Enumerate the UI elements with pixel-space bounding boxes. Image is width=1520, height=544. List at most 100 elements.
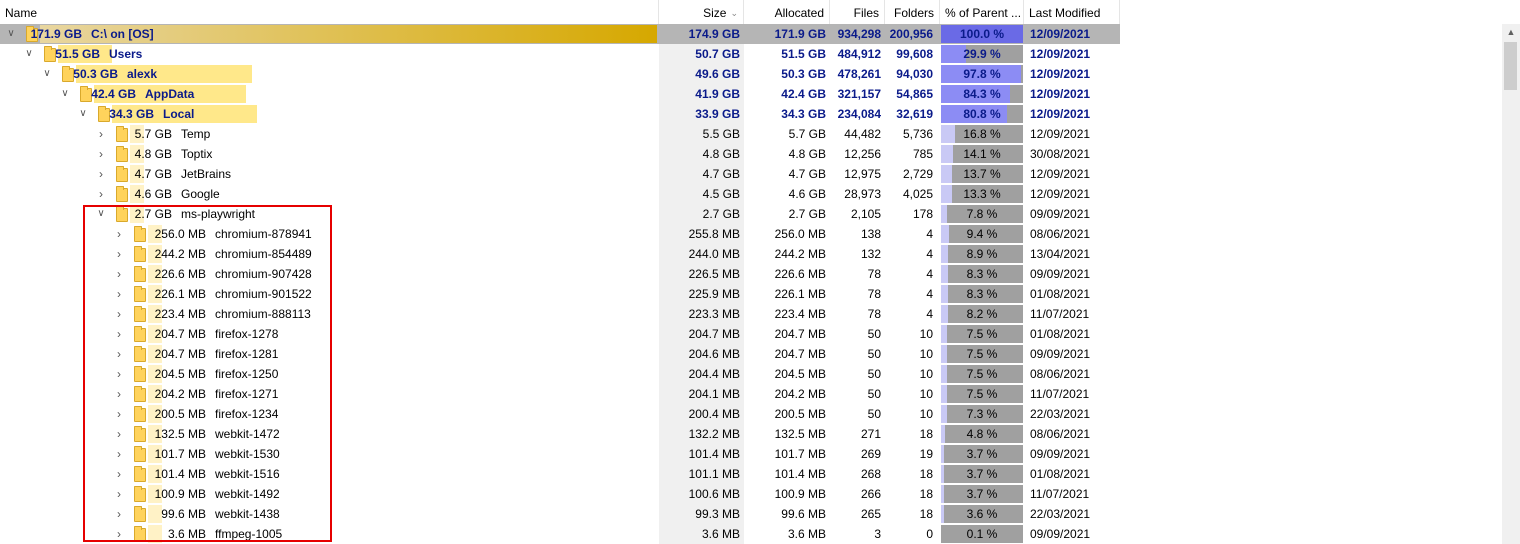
cell-size: 5.5 GB bbox=[702, 127, 740, 141]
table-row[interactable]: › 4.8 GB Toptix 4.8 GB 4.8 GB 12,256 785 14.1 %… bbox=[0, 144, 1120, 164]
node-name[interactable]: chromium-907428 bbox=[215, 267, 312, 281]
table-row[interactable]: › 100.9 MB webkit-1492 100.6 MB 100.9 MB 266 1… bbox=[0, 484, 1120, 504]
node-name[interactable]: chromium-888113 bbox=[215, 307, 311, 321]
table-row[interactable]: › 101.4 MB webkit-1516 101.1 MB 101.4 MB 268 1… bbox=[0, 464, 1120, 484]
scroll-up-arrow-icon[interactable]: ▲ bbox=[1506, 27, 1516, 37]
chevron-right-icon[interactable]: › bbox=[117, 467, 121, 481]
table-row[interactable]: › 204.7 MB firefox-1281 204.6 MB 204.7 MB 50 1… bbox=[0, 344, 1120, 364]
chevron-right-icon[interactable]: › bbox=[117, 287, 121, 301]
table-row[interactable]: › 200.5 MB firefox-1234 200.4 MB 200.5 MB 50 1… bbox=[0, 404, 1120, 424]
table-row[interactable]: › 99.6 MB webkit-1438 99.3 MB 99.6 MB 265 18 3.… bbox=[0, 504, 1120, 524]
size-bar bbox=[148, 445, 162, 463]
chevron-down-icon[interactable]: ∨ bbox=[97, 208, 105, 219]
node-name[interactable]: alexk bbox=[127, 67, 158, 81]
node-name[interactable]: chromium-878941 bbox=[215, 227, 312, 241]
table-row[interactable]: ∨ 34.3 GB Local 33.9 GB 34.3 GB 234,084 32,619… bbox=[0, 104, 1120, 124]
header-name[interactable]: Name bbox=[0, 0, 659, 24]
chevron-down-icon[interactable]: ∨ bbox=[43, 68, 51, 79]
folder-icon bbox=[134, 426, 146, 442]
node-name[interactable]: Users bbox=[109, 47, 143, 61]
percent-text: 84.3 % bbox=[963, 87, 1001, 101]
chevron-right-icon[interactable]: › bbox=[117, 327, 121, 341]
header-size[interactable]: Size ⌄ bbox=[659, 0, 744, 24]
chevron-right-icon[interactable]: › bbox=[117, 247, 121, 261]
chevron-right-icon[interactable]: › bbox=[99, 167, 103, 181]
chevron-down-icon[interactable]: ∨ bbox=[7, 28, 15, 39]
percent-bar: 3.7 % bbox=[941, 465, 1023, 483]
cell-last-modified: 01/08/2021 bbox=[1030, 287, 1091, 301]
node-name[interactable]: ms-playwright bbox=[181, 207, 256, 221]
table-row[interactable]: › 204.2 MB firefox-1271 204.1 MB 204.2 MB 50 1… bbox=[0, 384, 1120, 404]
table-row[interactable]: ∨ 171.9 GB C:\ on [OS] 174.9 GB 171.9 GB 934,… bbox=[0, 24, 1120, 44]
table-row[interactable]: › 256.0 MB chromium-878941 255.8 MB 256.0 MB… bbox=[0, 224, 1120, 244]
node-name[interactable]: chromium-854489 bbox=[215, 247, 312, 261]
percent-text: 80.8 % bbox=[963, 107, 1001, 121]
chevron-down-icon[interactable]: ∨ bbox=[61, 88, 69, 99]
node-name[interactable]: C:\ on [OS] bbox=[91, 27, 154, 41]
header-allocated[interactable]: Allocated bbox=[744, 0, 830, 24]
node-name[interactable]: Local bbox=[163, 107, 195, 121]
chevron-down-icon[interactable]: ∨ bbox=[79, 108, 87, 119]
table-row[interactable]: ∨ 2.7 GB ms-playwright 2.7 GB 2.7 GB 2,105 178… bbox=[0, 204, 1120, 224]
node-name[interactable]: firefox-1234 bbox=[215, 407, 279, 421]
chevron-down-icon[interactable]: ∨ bbox=[25, 48, 33, 59]
chevron-right-icon[interactable]: › bbox=[117, 347, 121, 361]
table-row[interactable]: › 4.7 GB JetBrains 4.7 GB 4.7 GB 12,975 2,729 1… bbox=[0, 164, 1120, 184]
node-name[interactable]: webkit-1438 bbox=[215, 507, 280, 521]
chevron-right-icon[interactable]: › bbox=[117, 367, 121, 381]
node-name[interactable]: webkit-1516 bbox=[215, 467, 280, 481]
vertical-scrollbar[interactable]: ▲ bbox=[1502, 24, 1520, 544]
table-row[interactable]: › 204.5 MB firefox-1250 204.4 MB 204.5 MB 50 1… bbox=[0, 364, 1120, 384]
table-row[interactable]: › 5.7 GB Temp 5.5 GB 5.7 GB 44,482 5,736 16.8 %… bbox=[0, 124, 1120, 144]
node-name[interactable]: webkit-1492 bbox=[215, 487, 280, 501]
node-name[interactable]: AppData bbox=[145, 87, 195, 101]
chevron-right-icon[interactable]: › bbox=[117, 387, 121, 401]
table-row[interactable]: › 226.1 MB chromium-901522 225.9 MB 226.1 MB… bbox=[0, 284, 1120, 304]
node-name[interactable]: JetBrains bbox=[181, 167, 232, 181]
table-row[interactable]: › 223.4 MB chromium-888113 223.3 MB 223.4 MB… bbox=[0, 304, 1120, 324]
table-row[interactable]: › 226.6 MB chromium-907428 226.5 MB 226.6 MB… bbox=[0, 264, 1120, 284]
node-name[interactable]: firefox-1281 bbox=[215, 347, 279, 361]
chevron-right-icon[interactable]: › bbox=[99, 187, 103, 201]
table-row[interactable]: ∨ 50.3 GB alexk 49.6 GB 50.3 GB 478,261 94,030… bbox=[0, 64, 1120, 84]
cell-size: 101.1 MB bbox=[688, 467, 740, 481]
cell-last-modified: 09/09/2021 bbox=[1030, 267, 1091, 281]
chevron-right-icon[interactable]: › bbox=[117, 227, 121, 241]
table-row[interactable]: › 3.6 MB ffmpeg-1005 3.6 MB 3.6 MB 3 0 0.1 % 09/… bbox=[0, 524, 1120, 544]
table-row[interactable]: › 4.6 GB Google 4.5 GB 4.6 GB 28,973 4,025 13.3… bbox=[0, 184, 1120, 204]
chevron-right-icon[interactable]: › bbox=[99, 127, 103, 141]
node-name[interactable]: Toptix bbox=[181, 147, 213, 161]
table-row[interactable]: ∨ 42.4 GB AppData 41.9 GB 42.4 GB 321,157 54,8… bbox=[0, 84, 1120, 104]
chevron-right-icon[interactable]: › bbox=[117, 407, 121, 421]
chevron-right-icon[interactable]: › bbox=[117, 267, 121, 281]
node-name[interactable]: webkit-1472 bbox=[215, 427, 280, 441]
node-name[interactable]: firefox-1250 bbox=[215, 367, 279, 381]
node-name[interactable]: Temp bbox=[181, 127, 211, 141]
chevron-right-icon[interactable]: › bbox=[117, 527, 121, 541]
node-name[interactable]: webkit-1530 bbox=[215, 447, 280, 461]
chevron-right-icon[interactable]: › bbox=[117, 447, 121, 461]
table-row[interactable]: › 244.2 MB chromium-854489 244.0 MB 244.2 MB… bbox=[0, 244, 1120, 264]
chevron-right-icon[interactable]: › bbox=[117, 487, 121, 501]
chevron-right-icon[interactable]: › bbox=[117, 307, 121, 321]
node-name[interactable]: ffmpeg-1005 bbox=[215, 527, 283, 541]
percent-bar: 7.8 % bbox=[941, 205, 1023, 223]
chevron-right-icon[interactable]: › bbox=[117, 507, 121, 521]
header-percent-of-parent[interactable]: % of Parent ... bbox=[940, 0, 1024, 24]
header-last-modified[interactable]: Last Modified bbox=[1024, 0, 1120, 24]
header-files[interactable]: Files bbox=[830, 0, 885, 24]
header-folders[interactable]: Folders bbox=[885, 0, 940, 24]
table-row[interactable]: › 101.7 MB webkit-1530 101.4 MB 101.7 MB 269 1… bbox=[0, 444, 1120, 464]
scroll-thumb[interactable] bbox=[1504, 42, 1517, 90]
chevron-right-icon[interactable]: › bbox=[117, 427, 121, 441]
node-name[interactable]: firefox-1278 bbox=[215, 327, 279, 341]
folder-tree-list[interactable]: ∨ 171.9 GB C:\ on [OS] 174.9 GB 171.9 GB 934,… bbox=[0, 24, 1120, 544]
node-name[interactable]: firefox-1271 bbox=[215, 387, 279, 401]
chevron-right-icon[interactable]: › bbox=[99, 147, 103, 161]
table-row[interactable]: › 132.5 MB webkit-1472 132.2 MB 132.5 MB 271 1… bbox=[0, 424, 1120, 444]
node-name[interactable]: chromium-901522 bbox=[215, 287, 312, 301]
table-row[interactable]: ∨ 51.5 GB Users 50.7 GB 51.5 GB 484,912 99,608… bbox=[0, 44, 1120, 64]
table-row[interactable]: › 204.7 MB firefox-1278 204.7 MB 204.7 MB 50 1… bbox=[0, 324, 1120, 344]
node-name[interactable]: Google bbox=[181, 187, 220, 201]
folder-icon bbox=[62, 66, 74, 82]
